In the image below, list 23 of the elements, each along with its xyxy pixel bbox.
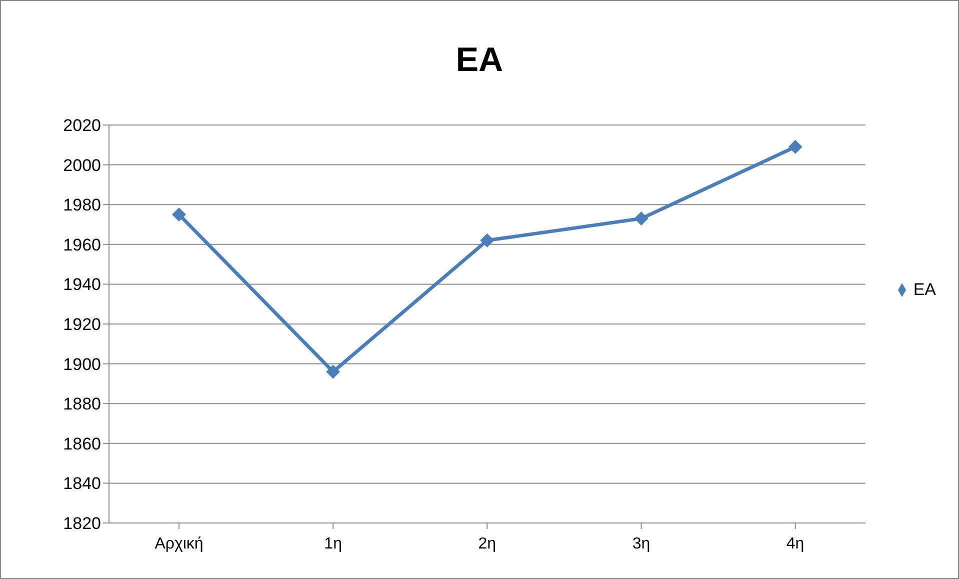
point: [172, 208, 186, 222]
y-tick-label: 1960: [63, 235, 101, 254]
x-tick-label: 2η: [478, 535, 496, 552]
legend-label: EA: [913, 280, 936, 298]
y-tick-label: 1940: [63, 275, 101, 294]
y-tick-label: 2020: [63, 116, 101, 136]
y-tick-label: 2000: [63, 156, 101, 175]
y-tick-label: 1980: [63, 196, 101, 215]
point: [788, 140, 802, 154]
y-tick-label: 1860: [63, 434, 101, 454]
x-tick-label: 3η: [632, 535, 650, 552]
chart-title: EA: [454, 41, 504, 80]
y-tick-label: 1880: [63, 394, 101, 414]
y-tick-label: 1840: [63, 474, 101, 494]
point: [480, 233, 494, 248]
y-tick-label: 1820: [63, 514, 101, 534]
y-tick-label: 1920: [63, 315, 101, 334]
x-tick-label: 4η: [786, 535, 804, 552]
y-tick-label: 1900: [63, 354, 101, 374]
x-tick-label: Αρχική: [154, 535, 204, 552]
point: [634, 212, 648, 226]
point: [326, 364, 340, 379]
x-tick-label: 1η: [324, 535, 342, 552]
